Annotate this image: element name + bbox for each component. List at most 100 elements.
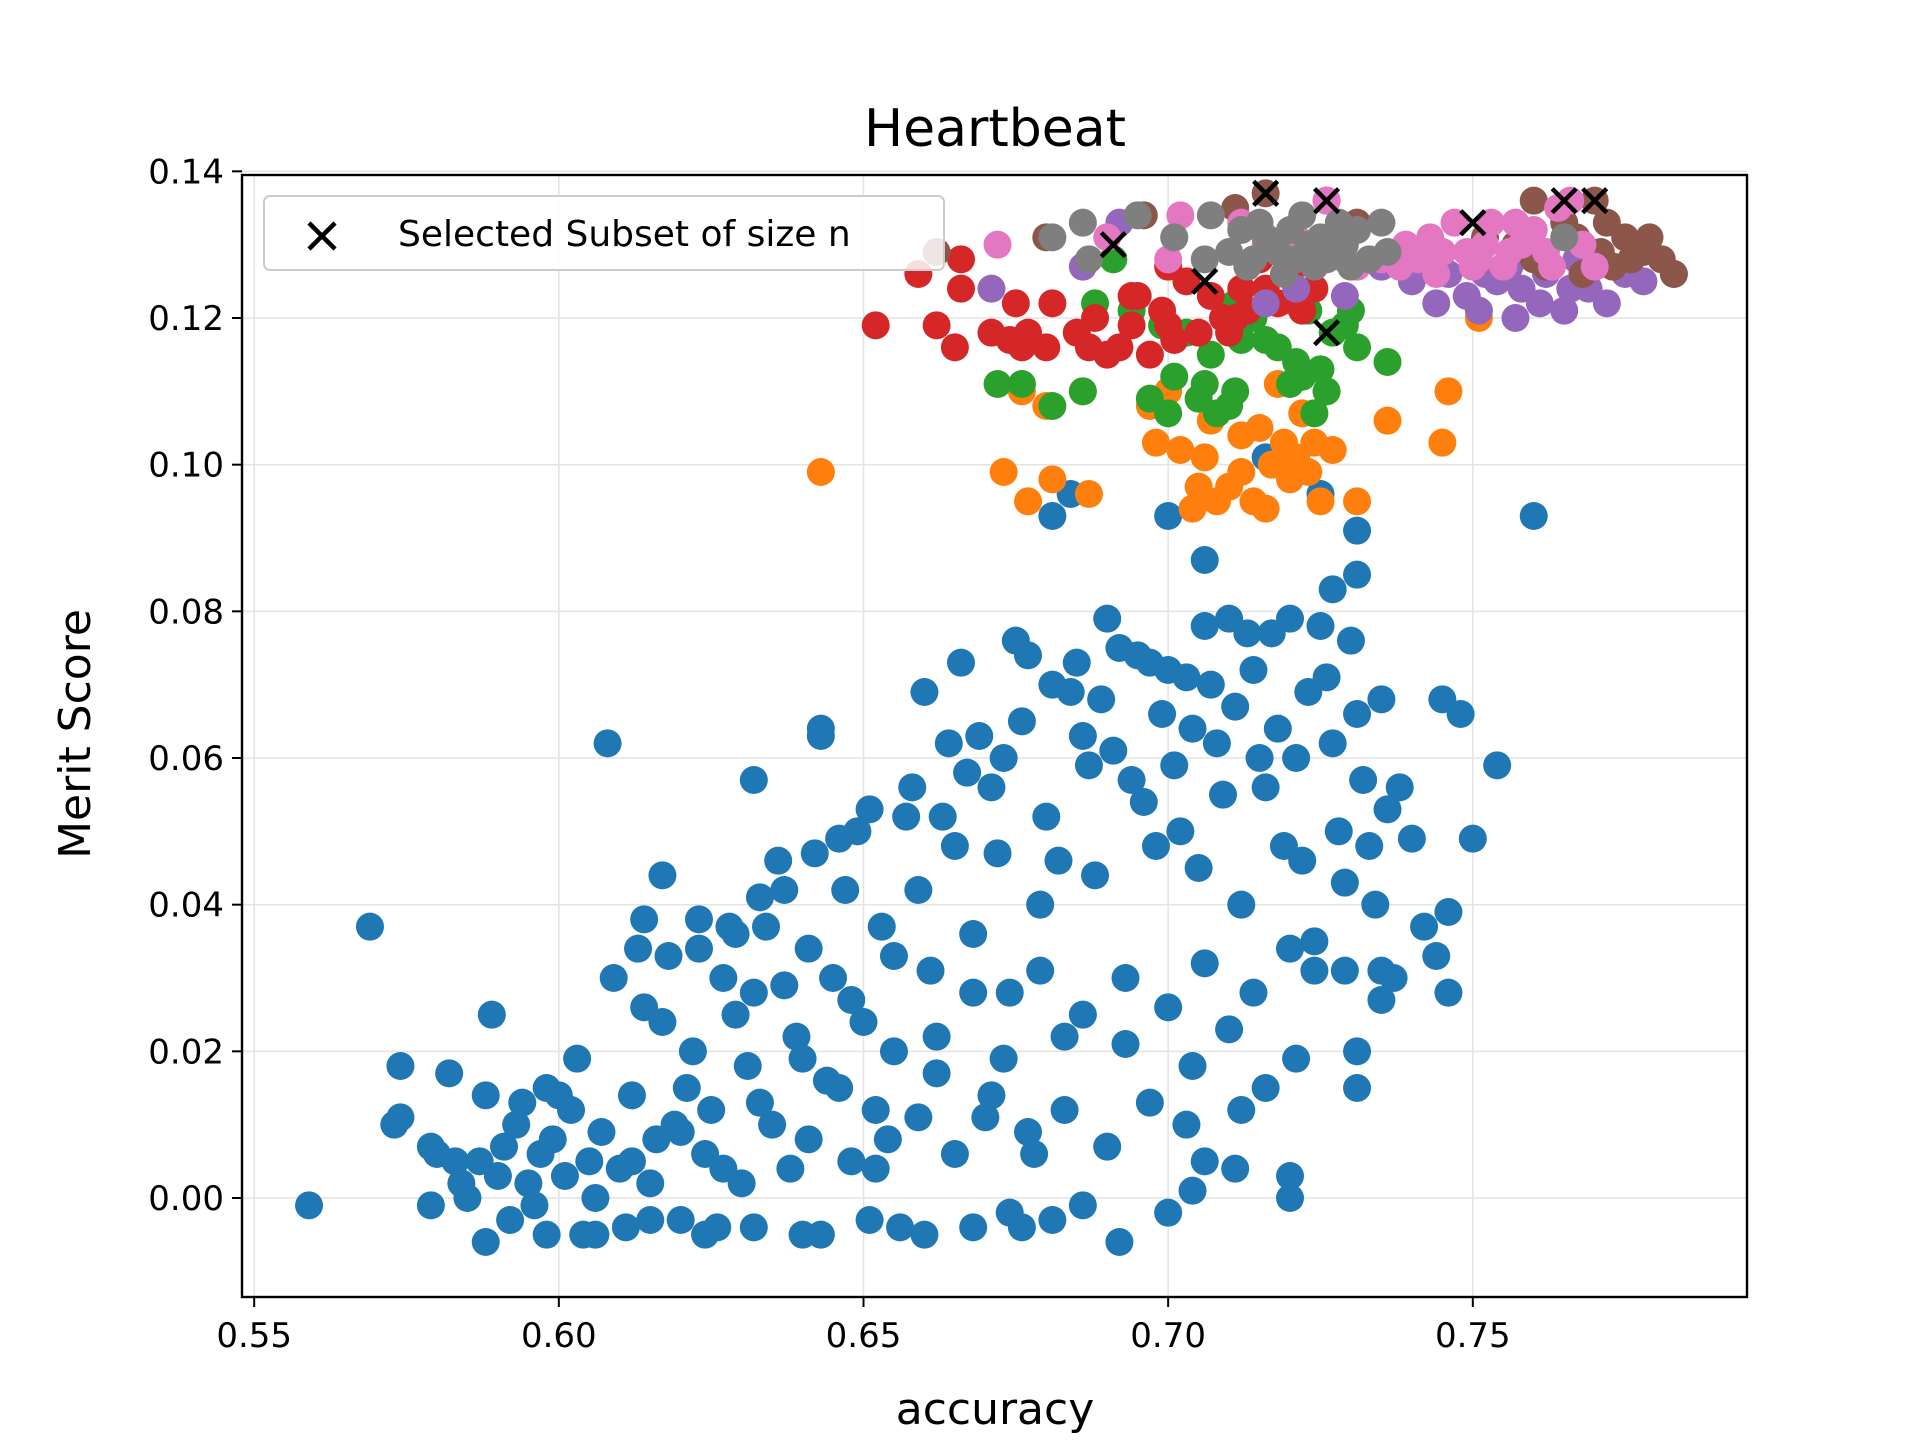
scatter-point — [672, 1074, 701, 1102]
scatter-point — [1014, 641, 1043, 670]
scatter-point — [782, 1022, 811, 1051]
scatter-point — [1227, 890, 1256, 919]
scatter-point — [1215, 1015, 1244, 1044]
scatter-point — [648, 861, 677, 890]
scatter-point — [1227, 1096, 1256, 1124]
scatter-point — [800, 839, 829, 868]
scatter-point — [1221, 1154, 1250, 1183]
scatter-point — [532, 1220, 561, 1249]
scatter-point — [1117, 766, 1146, 794]
scatter-point — [1434, 978, 1463, 1007]
selected-point-x-marker — [1550, 187, 1578, 215]
scatter-point — [1032, 802, 1061, 831]
scatter-point — [739, 978, 768, 1007]
scatter-point — [1592, 208, 1621, 237]
selected-point-x-marker — [1099, 231, 1127, 259]
scatter-point — [1007, 370, 1036, 398]
scatter-point — [1330, 868, 1359, 897]
scatter-point — [1038, 1206, 1067, 1234]
legend-entry-label: Selected Subset of size n — [398, 214, 851, 255]
scatter-point — [1221, 692, 1250, 721]
scatter-point — [959, 1213, 988, 1242]
scatter-point — [1105, 1228, 1134, 1256]
scatter-point — [977, 1081, 1006, 1110]
scatter-point — [1020, 1140, 1049, 1168]
scatter-point — [648, 1008, 677, 1036]
scatter-point — [636, 1169, 665, 1198]
scatter-point — [946, 648, 975, 677]
scatter-point — [806, 1220, 835, 1249]
scatter-point — [1263, 714, 1292, 743]
scatter-point — [1550, 296, 1579, 325]
scatter-point — [520, 1191, 549, 1220]
plot-frame — [240, 173, 1749, 1299]
scatter-point — [1184, 318, 1213, 347]
y-tick-label: 0.12 — [148, 299, 224, 339]
scatter-point — [1306, 355, 1335, 384]
scatter-point — [940, 1140, 969, 1168]
scatter-point — [471, 1081, 500, 1110]
scatter-point — [745, 883, 774, 912]
scatter-point — [1074, 480, 1103, 508]
scatter-point — [471, 1228, 500, 1256]
scatter-point — [1410, 912, 1439, 941]
scatter-point — [1306, 612, 1335, 640]
scatter-point — [1068, 1000, 1097, 1029]
scatter-point — [788, 1044, 817, 1073]
scatter-point — [1556, 186, 1585, 215]
x-tick-label: 0.60 — [521, 1316, 597, 1356]
scatter-point — [1154, 399, 1183, 428]
scatter-point — [916, 956, 945, 985]
scatter-point — [1434, 377, 1463, 406]
scatter-point — [563, 1044, 592, 1073]
scatter-point — [739, 766, 768, 794]
scatter-point — [1038, 289, 1067, 318]
scatter-point — [1166, 436, 1195, 464]
scatter-point — [1397, 824, 1426, 853]
scatter-point — [1178, 1052, 1207, 1080]
scatter-point — [1324, 817, 1353, 846]
scatter-point — [1306, 487, 1335, 516]
scatter-point — [922, 311, 951, 340]
scatter-point — [1178, 1176, 1207, 1205]
scatter-point — [983, 370, 1012, 398]
scatter-point — [636, 1206, 665, 1234]
series-size-8 — [1038, 201, 1579, 288]
y-tick-label: 0.14 — [148, 152, 224, 192]
scatter-point — [666, 1206, 695, 1234]
scatter-point — [879, 1037, 908, 1066]
scatter-point — [1239, 656, 1268, 684]
x-axis-ticks: 0.55 0.60 0.65 0.70 0.75 — [216, 1297, 1511, 1356]
scatter-point — [1038, 392, 1067, 420]
scatter-point — [611, 1213, 640, 1242]
scatter-point — [1038, 502, 1067, 530]
y-tick-label: 0.10 — [148, 446, 224, 486]
scatter-point — [1062, 648, 1091, 677]
scatter-point — [1068, 208, 1097, 237]
scatter-point — [1227, 421, 1256, 450]
scatter-point — [1336, 626, 1365, 655]
series-size-4 — [861, 245, 1329, 369]
scatter-point — [1007, 333, 1036, 362]
scatter-point — [1050, 1096, 1079, 1124]
scatter-point — [843, 817, 872, 846]
scatter-point — [855, 1206, 884, 1234]
scatter-point — [989, 458, 1018, 486]
scatter-point — [1355, 832, 1384, 860]
chart-title: Heartbeat — [864, 99, 1126, 159]
legend-box — [263, 195, 945, 271]
scatter-point — [1093, 1132, 1122, 1161]
scatter-point — [910, 678, 939, 706]
scatter-point — [1081, 861, 1110, 890]
scatter-point — [758, 1110, 787, 1139]
scatter-point — [1014, 1118, 1043, 1146]
scatter-point — [819, 964, 848, 992]
scatter-point — [1343, 1037, 1372, 1066]
scatter-point — [1154, 1198, 1183, 1227]
scatter-point — [1245, 744, 1274, 772]
scatter-point — [770, 876, 799, 904]
scatter-point — [1422, 942, 1451, 970]
scatter-point — [1422, 260, 1451, 288]
scatter-point — [776, 1154, 805, 1183]
